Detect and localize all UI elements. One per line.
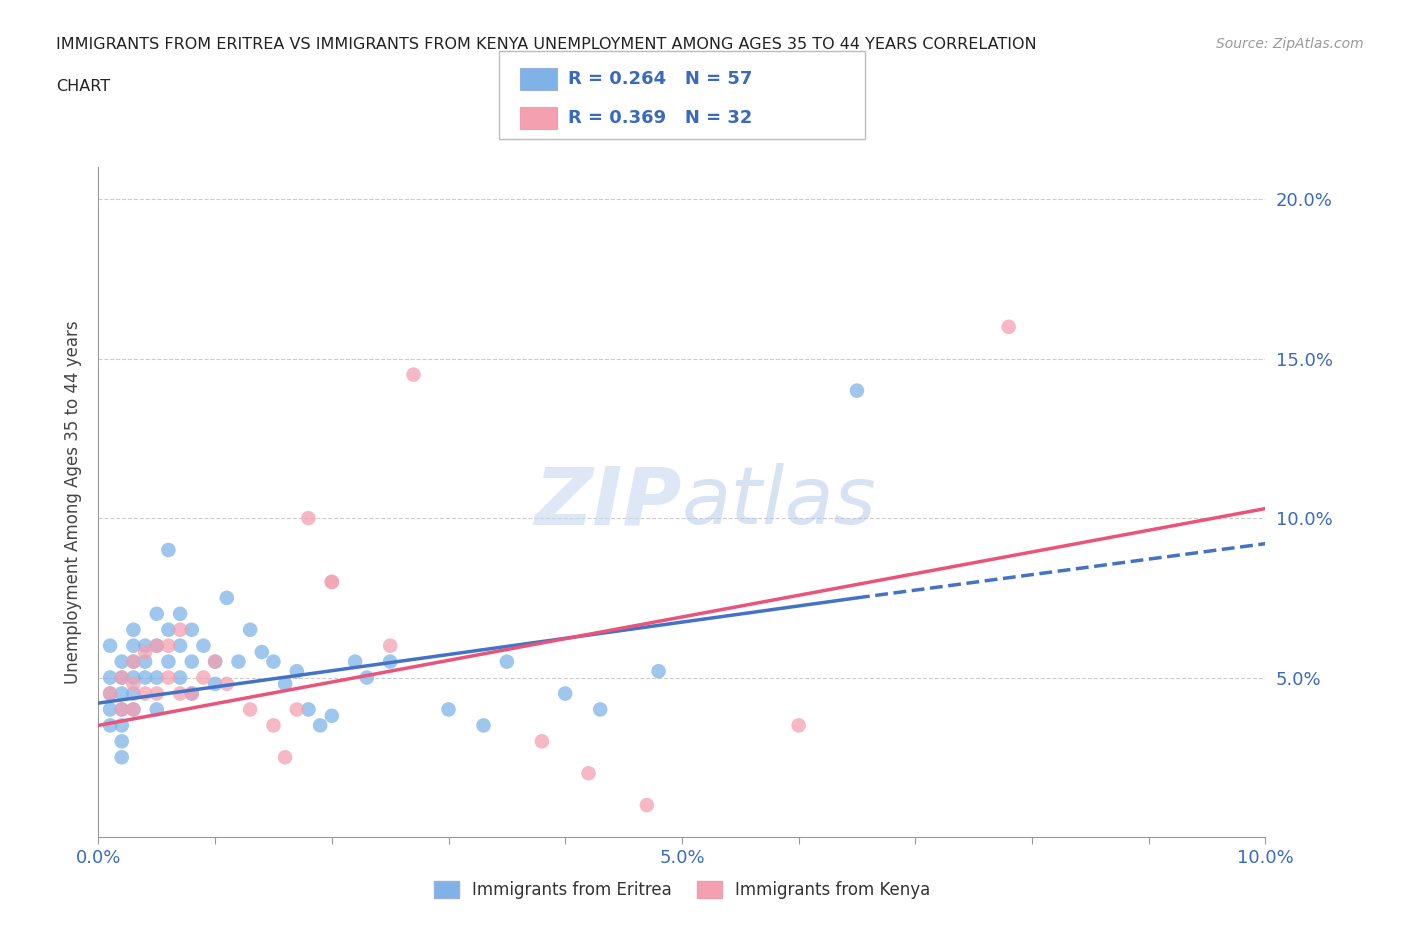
Point — [250, 644, 273, 659]
Point — [111, 750, 134, 764]
Point — [321, 575, 343, 590]
Point — [215, 676, 238, 691]
Point — [146, 671, 169, 685]
Point — [472, 718, 495, 733]
Text: Source: ZipAtlas.com: Source: ZipAtlas.com — [1216, 37, 1364, 51]
Point — [239, 702, 262, 717]
Point — [378, 654, 402, 669]
Point — [215, 591, 238, 605]
Point — [122, 671, 145, 685]
Point — [239, 622, 262, 637]
Point — [589, 702, 612, 717]
Point — [495, 654, 517, 669]
Point — [146, 686, 169, 701]
Point — [157, 638, 180, 653]
Point — [321, 709, 343, 724]
Point — [157, 654, 180, 669]
Point — [111, 654, 134, 669]
Point — [169, 686, 191, 701]
Point — [134, 671, 156, 685]
Point — [146, 606, 169, 621]
Point — [378, 638, 402, 653]
Point — [204, 654, 226, 669]
Point — [157, 622, 180, 637]
Point — [169, 606, 191, 621]
Text: CHART: CHART — [56, 79, 110, 94]
Point — [997, 319, 1019, 334]
Point — [98, 702, 121, 717]
Point — [134, 644, 156, 659]
Point — [98, 638, 121, 653]
Point — [134, 686, 156, 701]
Point — [134, 638, 156, 653]
Point — [169, 671, 191, 685]
Text: R = 0.369   N = 32: R = 0.369 N = 32 — [568, 109, 752, 127]
Point — [111, 718, 134, 733]
Point — [98, 686, 121, 701]
Point — [146, 702, 169, 717]
Point — [578, 765, 600, 780]
Point — [157, 542, 180, 557]
Point — [262, 718, 284, 733]
Point — [122, 638, 145, 653]
Point — [180, 686, 202, 701]
Point — [169, 638, 191, 653]
Point — [180, 622, 202, 637]
Point — [122, 686, 145, 701]
Point — [356, 671, 378, 685]
Point — [98, 718, 121, 733]
Point — [157, 671, 180, 685]
Point — [122, 622, 145, 637]
Point — [122, 676, 145, 691]
Point — [111, 671, 134, 685]
Point — [228, 654, 250, 669]
Point — [98, 686, 121, 701]
Point — [344, 654, 367, 669]
Point — [321, 575, 343, 590]
Point — [122, 702, 145, 717]
Point — [402, 367, 425, 382]
Point — [111, 702, 134, 717]
Point — [647, 664, 669, 679]
Point — [262, 654, 284, 669]
Point — [134, 654, 156, 669]
Point — [204, 654, 226, 669]
Point — [309, 718, 332, 733]
Point — [297, 511, 319, 525]
Point — [122, 654, 145, 669]
Point — [193, 638, 215, 653]
Point — [146, 638, 169, 653]
Point — [180, 654, 202, 669]
Point — [285, 664, 308, 679]
Point — [169, 622, 191, 637]
Legend: Immigrants from Eritrea, Immigrants from Kenya: Immigrants from Eritrea, Immigrants from… — [427, 874, 936, 906]
Point — [274, 750, 297, 764]
Point — [98, 671, 121, 685]
Y-axis label: Unemployment Among Ages 35 to 44 years: Unemployment Among Ages 35 to 44 years — [65, 321, 83, 684]
Text: IMMIGRANTS FROM ERITREA VS IMMIGRANTS FROM KENYA UNEMPLOYMENT AMONG AGES 35 TO 4: IMMIGRANTS FROM ERITREA VS IMMIGRANTS FR… — [56, 37, 1036, 52]
Point — [180, 686, 202, 701]
Text: ZIP: ZIP — [534, 463, 682, 541]
Point — [530, 734, 553, 749]
Point — [554, 686, 576, 701]
Point — [111, 686, 134, 701]
Point — [636, 798, 658, 813]
Point — [193, 671, 215, 685]
Point — [146, 638, 169, 653]
Point — [122, 702, 145, 717]
Point — [787, 718, 810, 733]
Point — [111, 702, 134, 717]
Point — [274, 676, 297, 691]
Text: R = 0.264   N = 57: R = 0.264 N = 57 — [568, 70, 752, 88]
Point — [285, 702, 308, 717]
Text: atlas: atlas — [682, 463, 877, 541]
Point — [111, 671, 134, 685]
Point — [204, 676, 226, 691]
Point — [122, 654, 145, 669]
Point — [845, 383, 868, 398]
Point — [297, 702, 319, 717]
Point — [437, 702, 460, 717]
Point — [111, 734, 134, 749]
